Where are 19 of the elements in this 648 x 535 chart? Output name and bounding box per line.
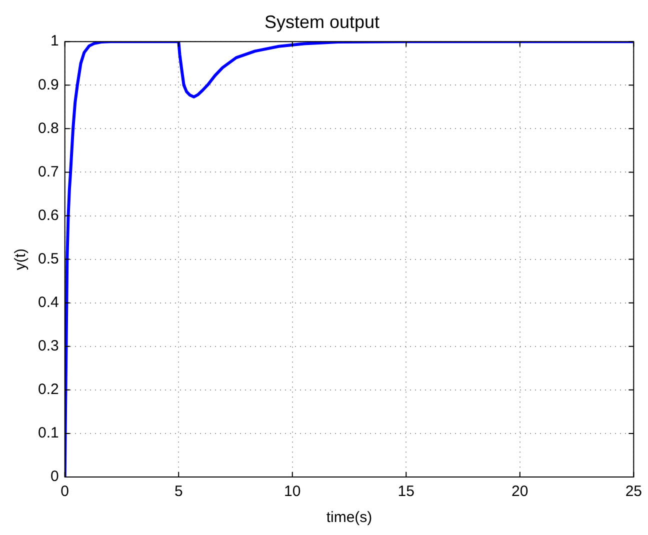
y-tick-label: 0.5 bbox=[38, 250, 59, 268]
x-axis-title: time(s) bbox=[326, 509, 372, 526]
x-tick-label: 15 bbox=[398, 483, 414, 500]
y-tick-label: 1 bbox=[50, 32, 59, 50]
y-tick-label: 0.2 bbox=[38, 381, 59, 398]
y-tick-label: 0 bbox=[50, 468, 59, 486]
x-tick-label: 10 bbox=[284, 483, 301, 500]
y-tick-label: 0.8 bbox=[38, 120, 59, 137]
y-tick-label: 0.6 bbox=[38, 206, 59, 224]
x-tick-label: 25 bbox=[625, 483, 642, 500]
y-tick-label: 0.1 bbox=[38, 424, 59, 442]
y-tick-label: 0.7 bbox=[38, 163, 59, 180]
x-tick-label: 20 bbox=[512, 483, 528, 500]
x-tick-label: 5 bbox=[174, 483, 183, 500]
y-axis-title: y(t) bbox=[12, 248, 30, 270]
y-tick-label: 0.4 bbox=[38, 294, 59, 311]
y-tick-label: 0.9 bbox=[38, 76, 59, 94]
chart-title: System output bbox=[264, 12, 380, 32]
y-tick-label: 0.3 bbox=[38, 338, 59, 355]
